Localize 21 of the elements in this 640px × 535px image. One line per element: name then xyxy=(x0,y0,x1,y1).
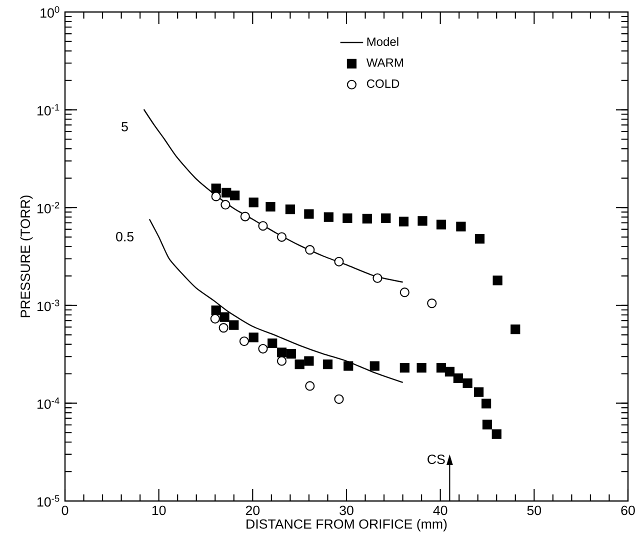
x-tick-label: 60 xyxy=(621,506,635,516)
annotation: 5 xyxy=(122,122,128,132)
y-tick-label: 10$^{-5}$ xyxy=(38,495,60,507)
x-tick-label: 30 xyxy=(340,506,354,516)
annotation: 0.5 xyxy=(116,232,134,242)
legend-label: WARM xyxy=(366,58,403,67)
y-axis-title: PRESSURE (TORR) xyxy=(20,196,33,318)
y-tick-label: 10$^{0}$ xyxy=(40,6,60,18)
x-tick-label: 40 xyxy=(433,506,448,516)
x-tick-label: 10 xyxy=(152,506,166,516)
y-tick-label: 10$^{-3}$ xyxy=(38,300,60,312)
y-tick-label: 10$^{-2}$ xyxy=(38,202,60,214)
annotation: CS xyxy=(428,454,445,464)
x-tick-label: 20 xyxy=(246,506,260,516)
x-axis-title: DISTANCE FROM ORIFICE (mm) xyxy=(246,518,447,532)
legend-label: COLD xyxy=(366,79,400,88)
legend-label: Model xyxy=(367,37,398,46)
x-tick-label: 50 xyxy=(527,506,542,516)
y-tick-label: 10$^{-1}$ xyxy=(38,104,60,116)
y-tick-label: 10$^{-4}$ xyxy=(38,398,60,409)
x-tick-label: 0 xyxy=(62,506,68,516)
